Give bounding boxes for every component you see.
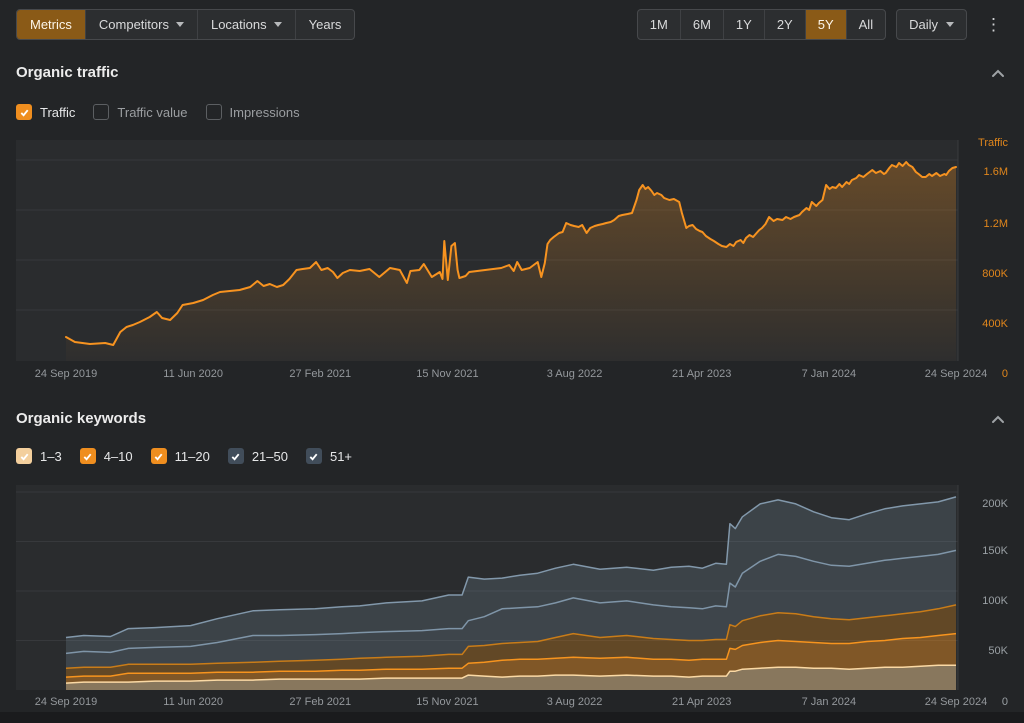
caret-down-icon xyxy=(273,22,282,27)
tab-label: Metrics xyxy=(30,17,72,32)
checkbox-label: 1–3 xyxy=(40,448,62,464)
range-1y-button[interactable]: 1Y xyxy=(722,10,764,39)
y-tick-label: 150K xyxy=(982,545,1008,557)
traffic-axis-title: Traffic xyxy=(978,137,1008,149)
caret-down-icon xyxy=(946,22,954,27)
checkbox-impressions[interactable]: Impressions xyxy=(205,104,300,120)
chevron-up-icon xyxy=(992,69,1004,77)
y-tick-label: 200K xyxy=(982,498,1008,510)
range-label: 1M xyxy=(649,17,668,32)
range-label: 5Y xyxy=(817,17,834,32)
y-tick-label: 400K xyxy=(982,318,1008,330)
x-axis-tick-label: 24 Sep 2019 xyxy=(34,368,98,380)
range-1m-button[interactable]: 1M xyxy=(638,10,680,39)
x-axis-tick-label: 21 Apr 2023 xyxy=(672,368,732,380)
x-axis-tick-label: 15 Nov 2021 xyxy=(416,368,479,380)
checked-checkbox-icon xyxy=(16,104,32,120)
date-range-buttons: 1M 6M 1Y 2Y 5Y All xyxy=(636,9,887,40)
checkbox-label: 51+ xyxy=(329,448,353,464)
x-axis-tick-label: 15 Nov 2021 xyxy=(416,696,479,708)
checkbox-label: 4–10 xyxy=(103,448,133,464)
x-axis-tick-label: 24 Sep 2019 xyxy=(34,696,98,708)
y-tick-label: 50K xyxy=(988,645,1008,657)
traffic-metric-checkboxes: Traffic Traffic value Impressions xyxy=(16,103,300,121)
unchecked-checkbox-icon xyxy=(205,104,222,120)
checkbox-traffic-value[interactable]: Traffic value xyxy=(93,104,188,120)
y-zero-label: 0 xyxy=(1001,368,1008,380)
x-axis-tick-label: 3 Aug 2022 xyxy=(546,368,603,380)
y-zero-label: 0 xyxy=(1001,696,1008,708)
organic-traffic-title: Organic traffic xyxy=(16,64,119,81)
y-tick-label: 1.2M xyxy=(983,218,1008,230)
caret-down-icon xyxy=(175,22,184,27)
tab-label: Locations xyxy=(210,17,267,32)
range-2y-button[interactable]: 2Y xyxy=(763,10,805,39)
x-axis-tick-label: 24 Sep 2024 xyxy=(924,696,988,708)
checkbox-pos-4-10[interactable]: 4–10 xyxy=(79,448,133,464)
range-all-button[interactable]: All xyxy=(845,10,885,39)
checkbox-pos-1-3[interactable]: 1–3 xyxy=(16,448,62,464)
bottom-edge xyxy=(0,712,1024,723)
view-tabs: Metrics Competitors Locations Years xyxy=(16,9,356,40)
tab-competitors[interactable]: Competitors xyxy=(84,10,197,39)
x-axis-tick-label: 7 Jan 2024 xyxy=(801,696,857,708)
checked-checkbox-icon xyxy=(227,448,244,464)
unchecked-checkbox-icon xyxy=(93,104,110,120)
granularity-dropdown[interactable]: Daily xyxy=(896,9,967,40)
checkbox-label: Traffic xyxy=(40,104,76,120)
tab-locations[interactable]: Locations xyxy=(196,10,295,39)
range-label: All xyxy=(858,17,874,32)
keyword-position-checkboxes: 1–3 4–10 11–20 21–50 51+ xyxy=(16,447,352,465)
chevron-up-icon xyxy=(992,415,1004,423)
checkbox-label: 21–50 xyxy=(251,448,288,464)
range-label: 2Y xyxy=(776,17,793,32)
x-axis-tick-label: 11 Jun 2020 xyxy=(163,696,224,708)
checkbox-label: Impressions xyxy=(229,104,300,120)
checked-checkbox-icon xyxy=(16,448,32,464)
x-axis-tick-label: 3 Aug 2022 xyxy=(546,696,603,708)
x-axis-tick-label: 11 Jun 2020 xyxy=(163,368,224,380)
checkbox-pos-11-20[interactable]: 11–20 xyxy=(150,448,210,464)
checkbox-traffic[interactable]: Traffic xyxy=(16,104,75,120)
range-5y-button[interactable]: 5Y xyxy=(804,10,846,39)
granularity-label: Daily xyxy=(909,17,938,32)
range-label: 6M xyxy=(692,17,711,32)
y-tick-label: 100K xyxy=(982,595,1008,607)
y-tick-label: 1.6M xyxy=(983,166,1008,178)
y-tick-label: 800K xyxy=(982,268,1008,280)
range-label: 1Y xyxy=(735,17,752,32)
x-axis-tick-label: 24 Sep 2024 xyxy=(924,368,988,380)
checked-checkbox-icon xyxy=(79,448,96,464)
tab-label: Years xyxy=(308,17,342,32)
toolbar: Metrics Competitors Locations Years 1M 6… xyxy=(16,9,1008,40)
x-axis-tick-label: 7 Jan 2024 xyxy=(801,368,857,380)
checkbox-pos-51plus[interactable]: 51+ xyxy=(305,448,353,464)
collapse-organic-keywords-button[interactable] xyxy=(990,413,1006,425)
x-axis-tick-label: 27 Feb 2021 xyxy=(289,696,352,708)
tab-years[interactable]: Years xyxy=(294,10,355,39)
organic-keywords-title: Organic keywords xyxy=(16,410,147,427)
checked-checkbox-icon xyxy=(305,448,322,464)
checkbox-pos-21-50[interactable]: 21–50 xyxy=(227,448,288,464)
checkbox-label: 11–20 xyxy=(174,448,210,464)
tab-metrics[interactable]: Metrics xyxy=(17,10,85,39)
x-axis-tick-label: 21 Apr 2023 xyxy=(672,696,732,708)
more-menu-button[interactable]: ⋮ xyxy=(985,15,1002,34)
range-6m-button[interactable]: 6M xyxy=(679,10,723,39)
collapse-organic-traffic-button[interactable] xyxy=(990,67,1006,79)
x-axis-tick-label: 27 Feb 2021 xyxy=(289,368,352,380)
tab-label: Competitors xyxy=(98,17,169,32)
checked-checkbox-icon xyxy=(150,448,167,464)
checkbox-label: Traffic value xyxy=(117,104,188,120)
